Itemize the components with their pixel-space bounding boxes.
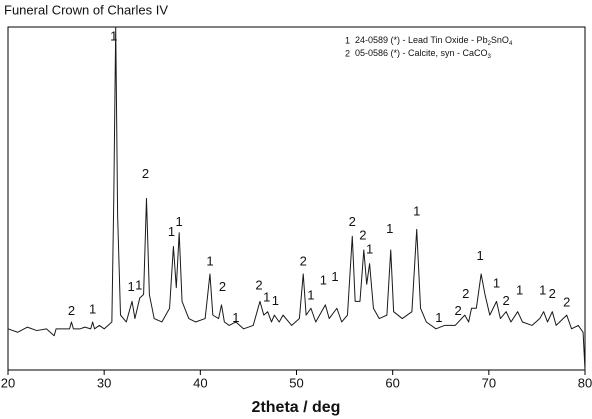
peak-label: 1 [477,248,484,263]
legend-number: 2 [345,48,350,58]
peak-label: 2 [300,253,307,268]
peak-label: 2 [359,228,366,243]
peak-label: 1 [168,224,175,239]
legend-text-part: 3 [488,54,492,60]
peak-label: 1 [539,283,546,298]
pattern-line [7,26,586,371]
legend-text-part: 4 [509,41,513,47]
chart-title: Funeral Crown of Charles IV [4,2,168,17]
peak-label: 1 [272,293,279,308]
peak-label: 2 [68,303,75,318]
peak-label: 1 [493,276,500,291]
peak-label: 1 [386,221,393,236]
legend-text-part: SnO [491,35,509,45]
peak-label: 1 [307,288,314,303]
legend-text-part: 2 [488,41,492,47]
peak-label: 1 [127,279,134,294]
legend-label: 05-0586 (*) - Calcite, syn - CaCO3 [355,48,492,59]
peak-label: 2 [503,293,510,308]
peak-label: 2 [563,295,570,310]
peak-label: 1 [413,204,420,219]
peak-label: 2 [255,277,262,292]
peak-label: 2 [462,286,469,301]
x-tick-label: 30 [97,375,111,390]
peak-label: 2 [219,279,226,294]
peak-label: 1 [206,253,213,268]
plot-frame [7,26,586,371]
peak-label: 1 [110,29,117,44]
peak-label: 1 [89,301,96,316]
peak-label: 1 [516,283,523,298]
legend-number: 1 [345,35,350,45]
peak-label: 2 [142,166,149,181]
x-tick-label: 60 [385,375,399,390]
peak-label: 1 [263,289,270,304]
x-axis-label: 2theta / deg [252,399,341,416]
peak-label: 1 [366,241,373,256]
peak-label: 1 [232,310,239,325]
peak-label: 1 [331,269,338,284]
peak-label: 1 [435,310,442,325]
legend-text-part: 24-0589 (*) - Lead Tin Oxide - Pb [355,35,488,45]
x-tick-label: 50 [289,375,303,390]
peak-label: 2 [349,214,356,229]
peak-label: 1 [320,272,327,287]
x-tick-label: 20 [1,375,15,390]
legend-label: 24-0589 (*) - Lead Tin Oxide - Pb2SnO4 [355,35,513,46]
x-tick-label: 70 [482,375,496,390]
peak-label: 1 [176,214,183,229]
peak-label: 2 [549,286,556,301]
peak-label: 2 [454,303,461,318]
x-tick-label: 40 [193,375,207,390]
legend-text-part: 05-0586 (*) - Calcite, syn - CaCO [355,48,488,58]
x-tick-label: 80 [578,375,592,390]
peak-label: 1 [135,277,142,292]
